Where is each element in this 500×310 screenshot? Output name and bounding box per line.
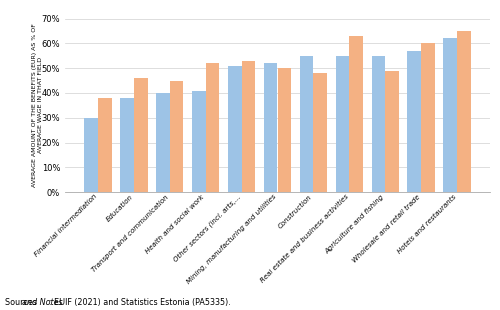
Text: : EUIF (2021) and Statistics Estonia (PA5335).: : EUIF (2021) and Statistics Estonia (PA… <box>49 298 231 307</box>
Bar <box>278 68 291 192</box>
Bar <box>300 56 314 192</box>
Bar <box>421 43 435 192</box>
Bar <box>98 98 112 192</box>
Bar <box>350 36 363 192</box>
Bar <box>444 38 457 192</box>
Bar <box>372 56 385 192</box>
Bar <box>120 98 134 192</box>
Bar <box>385 71 399 192</box>
Bar <box>314 73 327 192</box>
Bar <box>242 61 255 192</box>
Bar <box>264 63 278 192</box>
Bar <box>228 66 241 192</box>
Bar <box>206 63 220 192</box>
Bar <box>170 81 183 192</box>
Bar <box>336 56 349 192</box>
Bar <box>84 118 98 192</box>
Y-axis label: AVERAGE AMOUNT OF THE BENEFITS (EUR) AS % OF
AVERAGE WAGE IN THAT FIELD: AVERAGE AMOUNT OF THE BENEFITS (EUR) AS … <box>32 24 42 187</box>
Bar <box>192 91 205 192</box>
Bar <box>408 51 421 192</box>
Bar <box>134 78 147 192</box>
Text: and Notes: and Notes <box>22 298 63 307</box>
Bar <box>457 31 470 192</box>
Bar <box>156 93 170 192</box>
Text: Sources: Sources <box>5 298 40 307</box>
